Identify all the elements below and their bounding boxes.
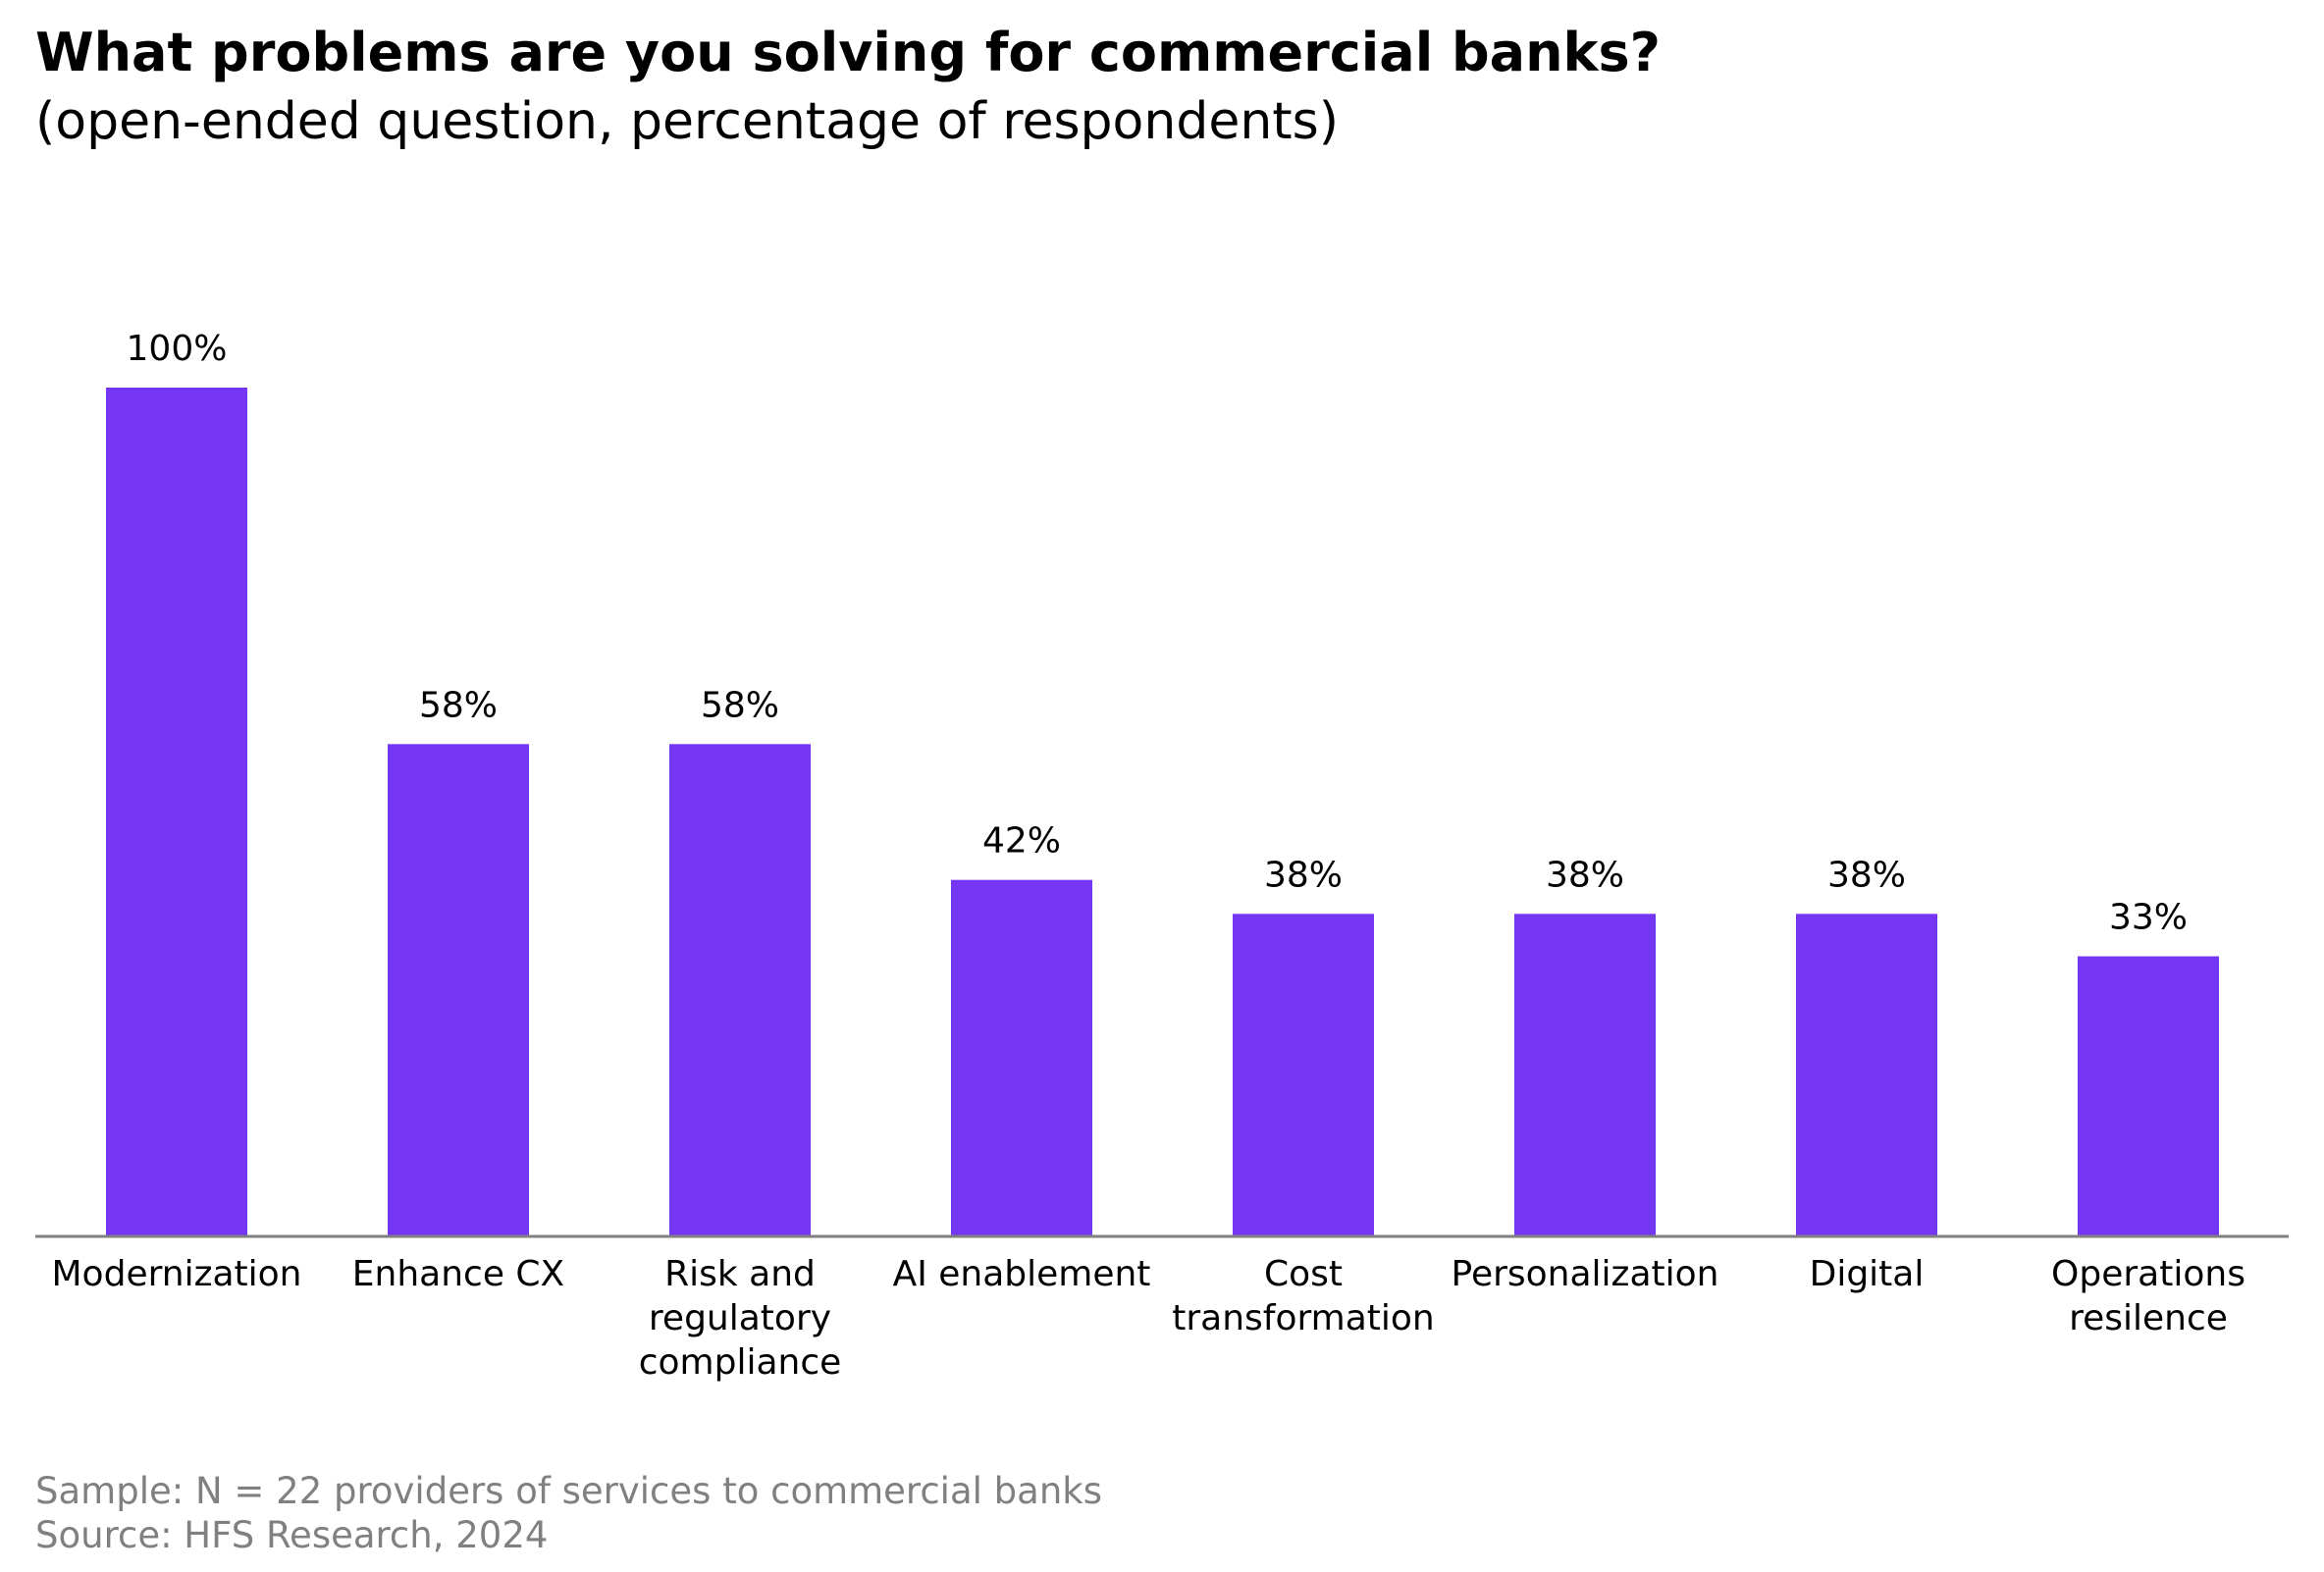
chart-subtitle: (open-ended question, percentage of resp… [35,92,1340,151]
value-label-0: 100% [127,329,228,369]
category-label-4: Cost transformation [1172,1254,1435,1338]
value-label-7: 33% [2109,898,2188,938]
category-label-6: Digital [1810,1254,1925,1294]
category-label-5: Personalization [1452,1254,1719,1294]
value-label-2: 58% [701,685,779,725]
chart-title: What problems are you solving for commer… [35,22,1661,83]
source-note: Source: HFS Research, 2024 [35,1514,549,1556]
sample-note: Sample: N = 22 providers of services to … [35,1470,1102,1512]
category-label-2: Risk and regulatory compliance [639,1254,842,1383]
bar-4 [1233,914,1374,1236]
value-label-3: 42% [982,821,1061,862]
value-label-5: 38% [1546,855,1624,895]
value-label-6: 38% [1827,855,1906,895]
category-labels-group: Modernization Enhance CX Risk and regulator… [52,1254,2245,1383]
bar-5 [1514,914,1656,1236]
category-label-3: AI enablement [893,1254,1151,1294]
bar-3 [951,879,1092,1236]
bar-0 [106,388,247,1236]
bar-7 [2078,956,2219,1236]
bar-6 [1796,914,1937,1236]
value-labels-group: 100% 58% 58% 42% 38% 38% 38% 33% [127,329,2188,938]
bars-group [106,388,2219,1236]
value-label-1: 58% [419,685,498,725]
bar-2 [669,744,811,1236]
category-label-1: Enhance CX [352,1254,564,1294]
category-label-0: Modernization [52,1254,302,1294]
category-label-7: Operations resilence [2051,1254,2245,1338]
bar-1 [388,744,529,1236]
value-label-4: 38% [1264,855,1343,895]
